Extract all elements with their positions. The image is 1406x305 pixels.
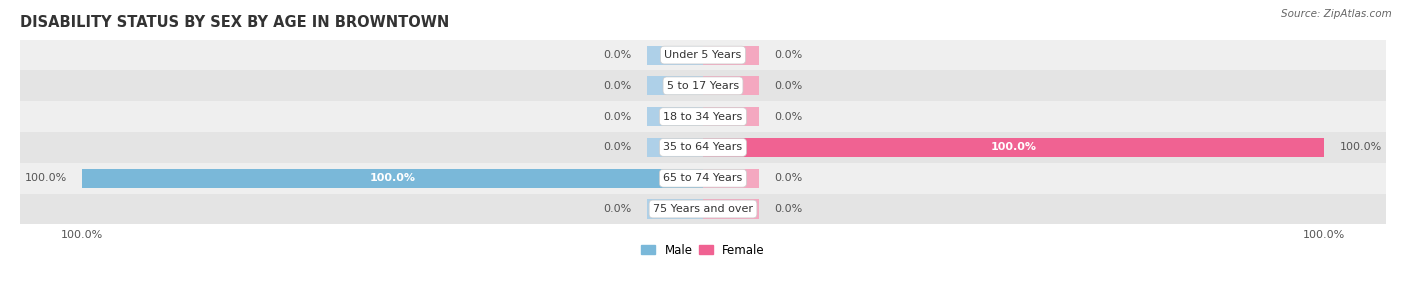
- Text: 75 Years and over: 75 Years and over: [652, 204, 754, 214]
- Text: 100.0%: 100.0%: [370, 173, 416, 183]
- Bar: [20, 194, 1386, 224]
- Bar: [20, 70, 1386, 101]
- Bar: [703, 45, 759, 65]
- Text: 0.0%: 0.0%: [603, 81, 631, 91]
- Bar: [703, 199, 759, 219]
- Text: 0.0%: 0.0%: [603, 112, 631, 122]
- Text: 0.0%: 0.0%: [603, 50, 631, 60]
- Bar: [647, 45, 703, 65]
- Text: 0.0%: 0.0%: [775, 81, 803, 91]
- Text: 0.0%: 0.0%: [775, 173, 803, 183]
- Text: 0.0%: 0.0%: [603, 142, 631, 152]
- Bar: [703, 107, 759, 126]
- Legend: Male, Female: Male, Female: [637, 239, 769, 261]
- Bar: [647, 107, 703, 126]
- Bar: [703, 138, 1324, 157]
- Text: 100.0%: 100.0%: [1340, 142, 1382, 152]
- Bar: [647, 138, 703, 157]
- Text: 35 to 64 Years: 35 to 64 Years: [664, 142, 742, 152]
- Bar: [20, 132, 1386, 163]
- Text: 18 to 34 Years: 18 to 34 Years: [664, 112, 742, 122]
- Text: 0.0%: 0.0%: [603, 204, 631, 214]
- Bar: [20, 101, 1386, 132]
- Text: 100.0%: 100.0%: [990, 142, 1036, 152]
- Text: 5 to 17 Years: 5 to 17 Years: [666, 81, 740, 91]
- Text: 0.0%: 0.0%: [775, 112, 803, 122]
- Bar: [703, 76, 759, 95]
- Text: 65 to 74 Years: 65 to 74 Years: [664, 173, 742, 183]
- Bar: [20, 40, 1386, 70]
- Bar: [647, 76, 703, 95]
- Text: DISABILITY STATUS BY SEX BY AGE IN BROWNTOWN: DISABILITY STATUS BY SEX BY AGE IN BROWN…: [20, 15, 450, 30]
- Bar: [703, 169, 759, 188]
- Bar: [82, 169, 703, 188]
- Text: 0.0%: 0.0%: [775, 204, 803, 214]
- Text: Source: ZipAtlas.com: Source: ZipAtlas.com: [1281, 9, 1392, 19]
- Text: 100.0%: 100.0%: [24, 173, 66, 183]
- Bar: [20, 163, 1386, 194]
- Text: 0.0%: 0.0%: [775, 50, 803, 60]
- Text: Under 5 Years: Under 5 Years: [665, 50, 741, 60]
- Bar: [647, 199, 703, 219]
